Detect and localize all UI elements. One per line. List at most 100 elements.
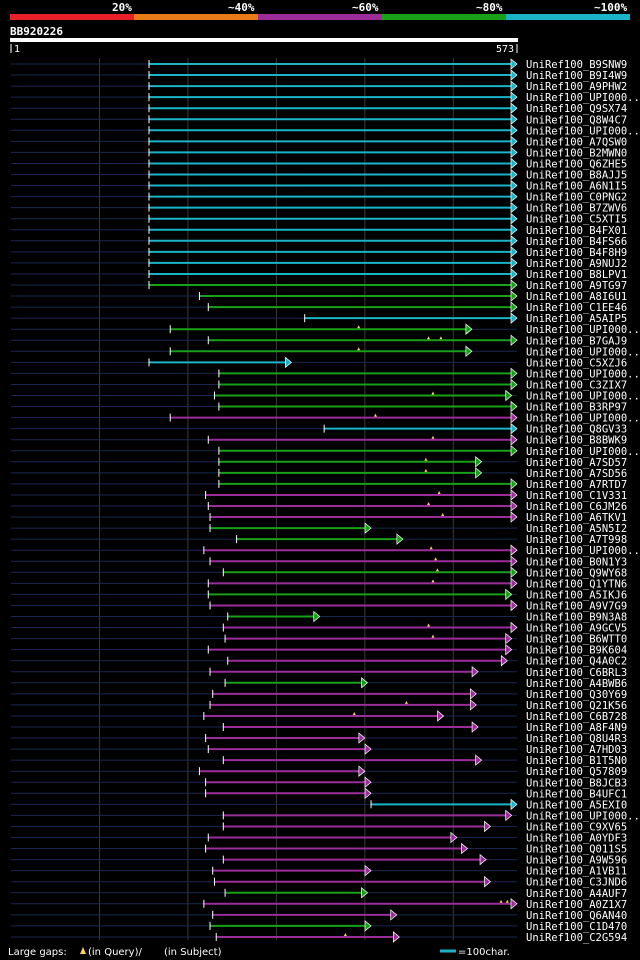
hit-row[interactable]: UniRef100_C3JND6 xyxy=(11,875,627,889)
hit-row[interactable]: UniRef100_A5N5I2 xyxy=(11,522,627,535)
hit-label[interactable]: UniRef100_A4AUF7 xyxy=(526,888,627,900)
hit-row[interactable]: UniRef100_A7SD56 xyxy=(11,467,627,480)
hit-label[interactable]: UniRef100_UPI000.. xyxy=(526,125,640,137)
hit-row[interactable]: UniRef100_Q011S5 xyxy=(11,842,627,856)
hit-label[interactable]: UniRef100_B9I4W9 xyxy=(526,70,627,82)
hit-row[interactable]: UniRef100_A8F4N9 xyxy=(11,721,627,734)
hit-row[interactable]: UniRef100_Q8U4R3 xyxy=(11,732,627,745)
hit-label[interactable]: UniRef100_Q57809 xyxy=(526,766,627,778)
hit-label[interactable]: UniRef100_C1V331 xyxy=(526,490,627,502)
hit-row[interactable]: UniRef100_A8I6U1 xyxy=(11,290,627,303)
hit-label[interactable]: UniRef100_A5N5I2 xyxy=(526,523,627,535)
hit-label[interactable]: UniRef100_A5EXI0 xyxy=(526,799,627,811)
hit-label[interactable]: UniRef100_B3RP97 xyxy=(526,402,627,414)
hit-row[interactable]: UniRef100_B9K604 xyxy=(11,643,627,657)
hit-label[interactable]: UniRef100_A9W596 xyxy=(526,855,627,867)
hit-label[interactable]: UniRef100_A7RTD7 xyxy=(526,479,627,491)
hit-label[interactable]: UniRef100_A5AIP5 xyxy=(526,313,627,325)
hit-label[interactable]: UniRef100_UPI000.. xyxy=(526,391,640,403)
hit-label[interactable]: UniRef100_C5XTI5 xyxy=(526,214,627,226)
hit-row[interactable]: UniRef100_Q6AN40 xyxy=(11,909,627,922)
hit-label[interactable]: UniRef100_UPI000.. xyxy=(526,346,640,358)
hit-row[interactable]: UniRef100_UPI000.. xyxy=(11,323,640,336)
hit-row[interactable]: UniRef100_C5XZJ6 xyxy=(11,356,627,369)
hit-row[interactable]: UniRef100_B0N1Y3 xyxy=(11,555,627,568)
hit-row[interactable]: UniRef100_Q8W4C7 xyxy=(11,113,627,126)
hit-row[interactable]: UniRef100_A4BWB6 xyxy=(11,677,627,690)
hit-label[interactable]: UniRef100_A8I6U1 xyxy=(526,291,627,303)
hit-row[interactable]: UniRef100_Q21K56 xyxy=(11,699,627,712)
hit-row[interactable]: UniRef100_Q9SX74 xyxy=(11,102,627,115)
hit-row[interactable]: UniRef100_UPI000.. xyxy=(11,389,640,403)
hit-label[interactable]: UniRef100_B9N3A8 xyxy=(526,612,627,624)
hit-row[interactable]: UniRef100_C6B728 xyxy=(11,710,627,723)
hit-label[interactable]: UniRef100_B8AJJ5 xyxy=(526,170,627,182)
hit-row[interactable]: UniRef100_C2G594 xyxy=(11,931,627,944)
hit-row[interactable]: UniRef100_B2MWN0 xyxy=(11,146,627,159)
hit-row[interactable]: UniRef100_C3ZIX7 xyxy=(11,378,627,391)
hit-row[interactable]: UniRef100_B4FX01 xyxy=(11,224,627,237)
hit-row[interactable]: UniRef100_B4F8H9 xyxy=(11,246,627,259)
hit-label[interactable]: UniRef100_B4FS66 xyxy=(526,236,627,248)
hit-row[interactable]: UniRef100_C6JM26 xyxy=(11,500,627,513)
hit-row[interactable]: UniRef100_A9NUJ2 xyxy=(11,257,627,270)
hit-label[interactable]: UniRef100_Q30Y69 xyxy=(526,689,627,701)
hit-label[interactable]: UniRef100_A4BWB6 xyxy=(526,678,627,690)
hit-row[interactable]: UniRef100_B8AJJ5 xyxy=(11,168,627,182)
hit-row[interactable]: UniRef100_A1VB11 xyxy=(11,864,627,878)
hit-label[interactable]: UniRef100_UPI000.. xyxy=(526,446,640,458)
hit-label[interactable]: UniRef100_A7T998 xyxy=(526,534,627,546)
hit-row[interactable]: UniRef100_C9XV65 xyxy=(11,820,627,833)
hit-row[interactable]: UniRef100_A5AIP5 xyxy=(11,312,627,325)
hit-label[interactable]: UniRef100_C6JM26 xyxy=(526,501,627,513)
hit-row[interactable]: UniRef100_A7HD03 xyxy=(11,743,627,756)
hit-row[interactable]: UniRef100_A9V7G9 xyxy=(11,599,627,612)
hit-label[interactable]: UniRef100_A0YDF3 xyxy=(526,833,627,845)
hit-label[interactable]: UniRef100_B6WTT0 xyxy=(526,634,627,646)
hit-label[interactable]: UniRef100_A9GCV5 xyxy=(526,623,627,635)
hit-row[interactable]: UniRef100_C5XTI5 xyxy=(11,212,627,226)
hit-label[interactable]: UniRef100_A7SD56 xyxy=(526,468,627,480)
hit-row[interactable]: UniRef100_UPI000.. xyxy=(11,367,640,380)
hit-row[interactable]: UniRef100_Q30Y69 xyxy=(11,688,627,701)
hit-row[interactable]: UniRef100_Q1YTN6 xyxy=(11,577,627,590)
hit-label[interactable]: UniRef100_A1VB11 xyxy=(526,866,627,878)
hit-label[interactable]: UniRef100_C3JND6 xyxy=(526,877,627,889)
hit-label[interactable]: UniRef100_C1EE46 xyxy=(526,302,627,314)
hit-row[interactable]: UniRef100_Q9WY68 xyxy=(11,566,627,579)
hit-label[interactable]: UniRef100_B8LPV1 xyxy=(526,269,627,281)
hit-label[interactable]: UniRef100_UPI000.. xyxy=(526,92,640,104)
hit-label[interactable]: UniRef100_A8F4N9 xyxy=(526,722,627,734)
hit-label[interactable]: UniRef100_B7ZWV6 xyxy=(526,203,627,215)
hit-label[interactable]: UniRef100_B4FX01 xyxy=(526,225,627,237)
hit-label[interactable]: UniRef100_B8JCB3 xyxy=(526,777,627,789)
hit-label[interactable]: UniRef100_Q8U4R3 xyxy=(526,733,627,745)
hit-row[interactable]: UniRef100_UPI000.. xyxy=(11,124,640,137)
hit-row[interactable]: UniRef100_Q6ZHE5 xyxy=(11,157,627,170)
hit-row[interactable]: UniRef100_B9SNW9 xyxy=(11,58,627,71)
hit-row[interactable]: UniRef100_B4FS66 xyxy=(11,235,627,248)
hit-row[interactable]: UniRef100_B6WTT0 xyxy=(11,632,627,646)
hit-label[interactable]: UniRef100_B9K604 xyxy=(526,645,627,657)
hit-row[interactable]: UniRef100_C6BRL3 xyxy=(11,666,627,679)
hit-row[interactable]: UniRef100_A0YDF3 xyxy=(11,831,627,845)
hit-label[interactable]: UniRef100_A7HD03 xyxy=(526,744,627,756)
hit-row[interactable]: UniRef100_UPI000.. xyxy=(11,809,640,822)
hit-row[interactable]: UniRef100_A7QSW0 xyxy=(11,135,627,148)
hit-row[interactable]: UniRef100_A6TKV1 xyxy=(11,511,627,524)
hit-row[interactable]: UniRef100_B8BWK9 xyxy=(11,433,627,447)
hit-row[interactable]: UniRef100_A7SD57 xyxy=(11,456,627,469)
hit-label[interactable]: UniRef100_Q6AN40 xyxy=(526,910,627,922)
hit-row[interactable]: UniRef100_A5IKJ6 xyxy=(11,588,627,601)
hit-label[interactable]: UniRef100_B9SNW9 xyxy=(526,59,627,71)
hit-row[interactable]: UniRef100_A9W596 xyxy=(11,853,627,867)
hit-row[interactable]: UniRef100_Q57809 xyxy=(11,765,627,778)
hit-label[interactable]: UniRef100_B7GAJ9 xyxy=(526,335,627,347)
hit-label[interactable]: UniRef100_Q9WY68 xyxy=(526,567,627,579)
hit-label[interactable]: UniRef100_C5XZJ6 xyxy=(526,357,627,369)
hit-label[interactable]: UniRef100_A7SD57 xyxy=(526,457,627,469)
hit-label[interactable]: UniRef100_Q1YTN6 xyxy=(526,578,627,590)
hit-label[interactable]: UniRef100_B0N1Y3 xyxy=(526,556,627,568)
hit-label[interactable]: UniRef100_Q8W4C7 xyxy=(526,114,627,126)
hit-label[interactable]: UniRef100_UPI000.. xyxy=(526,368,640,380)
